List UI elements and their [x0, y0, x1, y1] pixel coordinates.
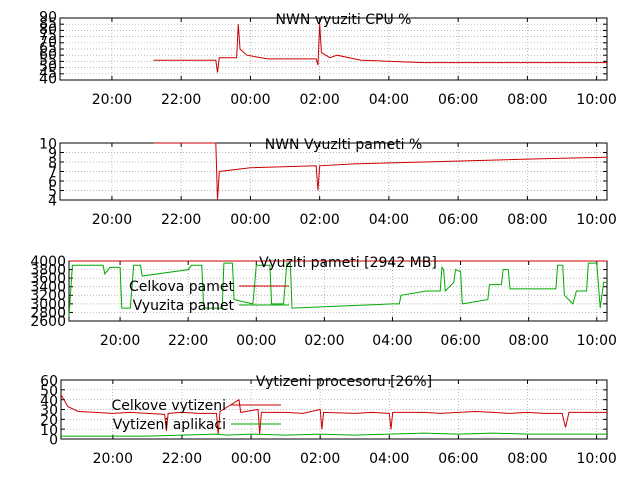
x-tick-label: 08:00 — [507, 451, 547, 467]
chart-panel — [59, 142, 608, 201]
y-tick-label: 7 — [48, 165, 57, 181]
chart-panel — [59, 17, 608, 81]
x-tick-label: 00:00 — [236, 333, 276, 349]
chart-title: NWN vyuziti CPU % — [276, 12, 412, 28]
x-tick-label: 06:00 — [438, 451, 478, 467]
y-tick-label: 3200 — [30, 288, 66, 304]
x-tick-label: 10:00 — [577, 333, 617, 349]
x-tick-label: 00:00 — [231, 451, 271, 467]
y-tick-label: 45 — [39, 65, 57, 81]
x-tick-label: 02:00 — [300, 451, 340, 467]
y-tick-label: 70 — [39, 34, 57, 50]
x-tick-label: 22:00 — [162, 451, 202, 467]
y-tick-label: 20 — [40, 413, 58, 429]
legend-label: Celkove vytizeni — [112, 398, 226, 414]
x-tick-label: 06:00 — [438, 92, 478, 108]
x-tick-label: 10:00 — [576, 92, 616, 108]
x-tick-label: 06:00 — [438, 212, 478, 228]
chart-panel — [60, 379, 608, 440]
x-tick-label: 20:00 — [92, 212, 132, 228]
y-tick-label: 3000 — [30, 297, 66, 313]
plot-frame — [59, 17, 608, 81]
x-tick-label: 04:00 — [369, 92, 409, 108]
x-tick-label: 08:00 — [507, 212, 547, 228]
y-tick-label: 50 — [39, 59, 57, 75]
x-tick-label: 02:00 — [299, 212, 339, 228]
x-tick-label: 08:00 — [507, 92, 547, 108]
chart-panel — [68, 260, 608, 322]
series-line-vyuzita-pamet — [68, 262, 607, 317]
y-tick-label: 30 — [40, 403, 58, 419]
y-tick-label: 0 — [49, 433, 58, 449]
y-tick-label: 3600 — [30, 271, 66, 287]
x-tick-label: 00:00 — [230, 92, 270, 108]
series-line-value — [153, 24, 607, 73]
x-tick-label: 02:00 — [304, 333, 344, 349]
x-tick-label: 04:00 — [372, 333, 412, 349]
y-tick-label: 5 — [48, 184, 57, 200]
x-tick-label: 04:00 — [369, 451, 409, 467]
x-tick-label: 06:00 — [440, 333, 480, 349]
x-tick-label: 20:00 — [93, 451, 133, 467]
y-tick-label: 8 — [48, 155, 57, 171]
x-tick-label: 20:00 — [100, 333, 140, 349]
legend-label: Vytizeni aplikaci — [113, 417, 226, 433]
x-tick-label: 00:00 — [230, 212, 270, 228]
y-tick-label: 85 — [39, 16, 57, 32]
y-tick-label: 9 — [48, 146, 57, 162]
legend-label: Celkova pamet — [129, 279, 234, 295]
y-tick-label: 10 — [40, 423, 58, 439]
legend-label: Vyuzita pamet — [133, 298, 235, 314]
y-tick-label: 2600 — [30, 314, 66, 330]
x-tick-label: 02:00 — [299, 92, 339, 108]
y-tick-label: 75 — [39, 28, 57, 44]
y-tick-label: 4000 — [30, 254, 66, 270]
x-tick-label: 22:00 — [161, 212, 201, 228]
x-tick-label: 10:00 — [576, 212, 616, 228]
y-tick-label: 6 — [48, 174, 57, 190]
y-tick-label: 60 — [40, 374, 58, 390]
plot-frame — [60, 379, 608, 440]
series-line-vytizeni-aplikaci — [61, 432, 607, 437]
chart-title: Vytizeni procesoru [26%] — [256, 374, 432, 390]
y-tick-label: 60 — [39, 47, 57, 63]
y-tick-label: 65 — [39, 41, 57, 57]
series-line-celkove-vytizeni — [60, 394, 607, 435]
x-tick-label: 20:00 — [92, 92, 132, 108]
y-tick-label: 4 — [48, 193, 57, 209]
series-line-value — [153, 142, 608, 201]
x-tick-label: 22:00 — [161, 92, 201, 108]
y-tick-label: 80 — [39, 22, 57, 38]
plot-frame — [59, 142, 608, 201]
x-tick-label: 04:00 — [369, 212, 409, 228]
y-tick-label: 2800 — [30, 305, 66, 321]
y-tick-label: 3400 — [30, 280, 66, 296]
chart-title: NWN Vyuzlti pameti % — [265, 137, 423, 153]
y-tick-label: 40 — [40, 393, 58, 409]
x-tick-label: 22:00 — [168, 333, 208, 349]
y-tick-label: 50 — [40, 383, 58, 399]
x-tick-label: 10:00 — [576, 451, 616, 467]
y-tick-label: 90 — [39, 10, 57, 26]
y-tick-label: 55 — [39, 53, 57, 69]
x-tick-label: 08:00 — [509, 333, 549, 349]
y-tick-label: 40 — [39, 72, 57, 88]
y-tick-label: 10 — [39, 136, 57, 152]
chart-title: Vyuzlti pameti [2942 MB] — [259, 255, 437, 271]
y-tick-label: 3800 — [30, 263, 66, 279]
